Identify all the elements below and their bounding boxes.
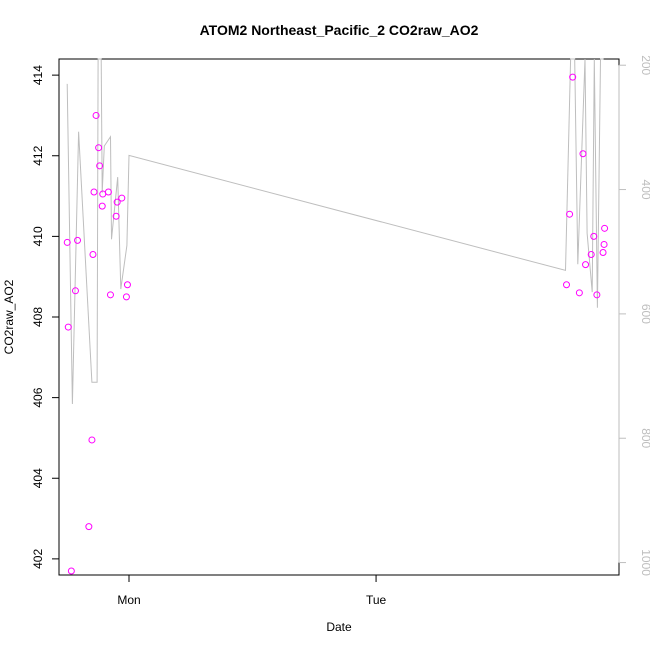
- data-point: [599, 249, 607, 256]
- left-tick-label: 408: [31, 307, 45, 327]
- right-tick-label: 1000: [639, 549, 650, 576]
- data-point: [63, 238, 71, 246]
- data-point: [587, 251, 595, 259]
- data-point: [590, 232, 598, 240]
- data-point: [96, 162, 104, 170]
- data-point: [122, 293, 130, 301]
- data-point: [64, 323, 72, 331]
- right-y-axis: 200 400 600 800 1000: [618, 55, 650, 576]
- data-point: [566, 210, 574, 218]
- data-point: [98, 202, 106, 210]
- data-point: [90, 188, 98, 196]
- x-axis-label: Date: [326, 620, 352, 634]
- data-point: [113, 198, 121, 206]
- data-point: [67, 567, 75, 575]
- right-tick-label: 200: [639, 55, 650, 75]
- data-point: [104, 188, 112, 196]
- data-point: [575, 289, 583, 297]
- data-point: [106, 291, 114, 299]
- data-point: [92, 111, 100, 119]
- right-tick-label: 400: [639, 180, 650, 200]
- left-tick-label: 402: [31, 549, 45, 569]
- data-point: [118, 194, 126, 202]
- data-point: [95, 144, 103, 152]
- left-tick-label: 404: [31, 468, 45, 488]
- data-point: [112, 212, 120, 220]
- data-point: [74, 236, 82, 244]
- data-point: [88, 436, 96, 444]
- chart-title: ATOM2 Northeast_Pacific_2 CO2raw_AO2: [200, 22, 479, 38]
- data-point: [123, 281, 131, 289]
- data-point: [579, 150, 587, 158]
- x-tick-label: Tue: [366, 593, 387, 607]
- data-point: [582, 261, 590, 269]
- data-point: [601, 224, 609, 232]
- series-line: [66, 58, 604, 405]
- data-point: [71, 287, 79, 295]
- left-tick-label: 406: [31, 387, 45, 407]
- left-tick-label: 410: [31, 226, 45, 246]
- data-point: [600, 240, 608, 248]
- data-point: [85, 523, 93, 531]
- right-tick-label: 600: [639, 304, 650, 324]
- data-point: [569, 73, 577, 81]
- data-point: [593, 291, 601, 299]
- left-tick-label: 414: [31, 65, 45, 85]
- left-y-axis: 402 404 406 408 410 412 414: [31, 65, 60, 569]
- line-series: [66, 58, 604, 405]
- data-point: [563, 281, 570, 289]
- x-tick-label: Mon: [117, 593, 140, 607]
- point-series: [63, 73, 609, 575]
- y-axis-label: CO2raw_AO2: [2, 279, 16, 354]
- data-point: [89, 251, 97, 259]
- x-axis: Mon Tue: [117, 574, 387, 607]
- left-tick-label: 412: [31, 145, 45, 165]
- right-tick-label: 800: [639, 428, 650, 448]
